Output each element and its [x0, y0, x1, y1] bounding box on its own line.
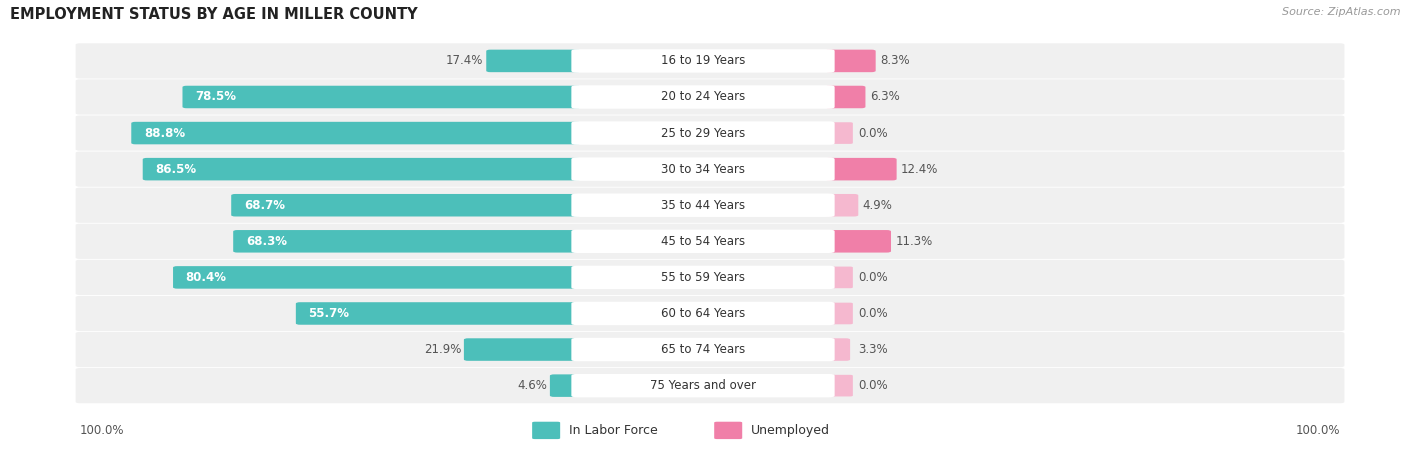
FancyBboxPatch shape [571, 302, 835, 325]
FancyBboxPatch shape [231, 194, 581, 216]
Text: 45 to 54 Years: 45 to 54 Years [661, 235, 745, 248]
Text: 16 to 19 Years: 16 to 19 Years [661, 55, 745, 67]
FancyBboxPatch shape [571, 230, 835, 253]
FancyBboxPatch shape [464, 338, 581, 361]
Text: 0.0%: 0.0% [859, 307, 889, 320]
FancyBboxPatch shape [571, 49, 835, 73]
Text: 17.4%: 17.4% [446, 55, 484, 67]
FancyBboxPatch shape [76, 296, 1344, 331]
Text: 8.3%: 8.3% [880, 55, 910, 67]
FancyBboxPatch shape [76, 368, 1344, 403]
FancyBboxPatch shape [571, 193, 835, 217]
Text: 0.0%: 0.0% [859, 271, 889, 284]
FancyBboxPatch shape [183, 86, 581, 108]
Text: 75 Years and over: 75 Years and over [650, 379, 756, 392]
FancyBboxPatch shape [825, 230, 891, 253]
FancyBboxPatch shape [76, 43, 1344, 78]
Text: 100.0%: 100.0% [1296, 424, 1340, 437]
Text: 68.3%: 68.3% [246, 235, 287, 248]
FancyBboxPatch shape [76, 332, 1344, 367]
Text: 4.6%: 4.6% [517, 379, 547, 392]
Text: 65 to 74 Years: 65 to 74 Years [661, 343, 745, 356]
FancyBboxPatch shape [571, 157, 835, 181]
FancyBboxPatch shape [827, 267, 853, 288]
FancyBboxPatch shape [714, 422, 742, 439]
Text: 55.7%: 55.7% [308, 307, 350, 320]
FancyBboxPatch shape [233, 230, 581, 253]
Text: 4.9%: 4.9% [862, 199, 893, 212]
Text: 25 to 29 Years: 25 to 29 Years [661, 127, 745, 139]
Text: In Labor Force: In Labor Force [568, 424, 658, 437]
Text: 100.0%: 100.0% [80, 424, 124, 437]
FancyBboxPatch shape [825, 86, 866, 108]
FancyBboxPatch shape [76, 115, 1344, 151]
Text: 3.3%: 3.3% [859, 343, 889, 356]
Text: 55 to 59 Years: 55 to 59 Years [661, 271, 745, 284]
FancyBboxPatch shape [827, 375, 853, 396]
Text: 88.8%: 88.8% [143, 127, 186, 139]
FancyBboxPatch shape [76, 152, 1344, 187]
Text: 86.5%: 86.5% [155, 163, 197, 175]
FancyBboxPatch shape [827, 122, 853, 144]
FancyBboxPatch shape [76, 79, 1344, 115]
FancyBboxPatch shape [131, 122, 581, 144]
FancyBboxPatch shape [825, 338, 851, 361]
FancyBboxPatch shape [825, 194, 858, 216]
Text: 60 to 64 Years: 60 to 64 Years [661, 307, 745, 320]
FancyBboxPatch shape [486, 50, 581, 72]
FancyBboxPatch shape [76, 188, 1344, 223]
FancyBboxPatch shape [571, 85, 835, 109]
FancyBboxPatch shape [571, 266, 835, 289]
FancyBboxPatch shape [143, 158, 581, 180]
FancyBboxPatch shape [550, 374, 581, 397]
Text: 20 to 24 Years: 20 to 24 Years [661, 91, 745, 103]
Text: 6.3%: 6.3% [870, 91, 900, 103]
FancyBboxPatch shape [571, 338, 835, 361]
Text: EMPLOYMENT STATUS BY AGE IN MILLER COUNTY: EMPLOYMENT STATUS BY AGE IN MILLER COUNT… [10, 7, 418, 22]
FancyBboxPatch shape [827, 303, 853, 324]
FancyBboxPatch shape [825, 50, 876, 72]
Text: 80.4%: 80.4% [186, 271, 226, 284]
FancyBboxPatch shape [825, 158, 897, 180]
FancyBboxPatch shape [571, 374, 835, 397]
FancyBboxPatch shape [531, 422, 560, 439]
FancyBboxPatch shape [571, 121, 835, 145]
Text: Source: ZipAtlas.com: Source: ZipAtlas.com [1282, 7, 1400, 17]
Text: 68.7%: 68.7% [243, 199, 285, 212]
Text: Unemployed: Unemployed [751, 424, 830, 437]
Text: 11.3%: 11.3% [896, 235, 932, 248]
Text: 30 to 34 Years: 30 to 34 Years [661, 163, 745, 175]
FancyBboxPatch shape [173, 266, 581, 289]
Text: 21.9%: 21.9% [423, 343, 461, 356]
FancyBboxPatch shape [76, 224, 1344, 259]
Text: 0.0%: 0.0% [859, 379, 889, 392]
Text: 78.5%: 78.5% [195, 91, 236, 103]
Text: 35 to 44 Years: 35 to 44 Years [661, 199, 745, 212]
FancyBboxPatch shape [76, 260, 1344, 295]
Text: 0.0%: 0.0% [859, 127, 889, 139]
FancyBboxPatch shape [295, 302, 581, 325]
Text: 12.4%: 12.4% [901, 163, 938, 175]
